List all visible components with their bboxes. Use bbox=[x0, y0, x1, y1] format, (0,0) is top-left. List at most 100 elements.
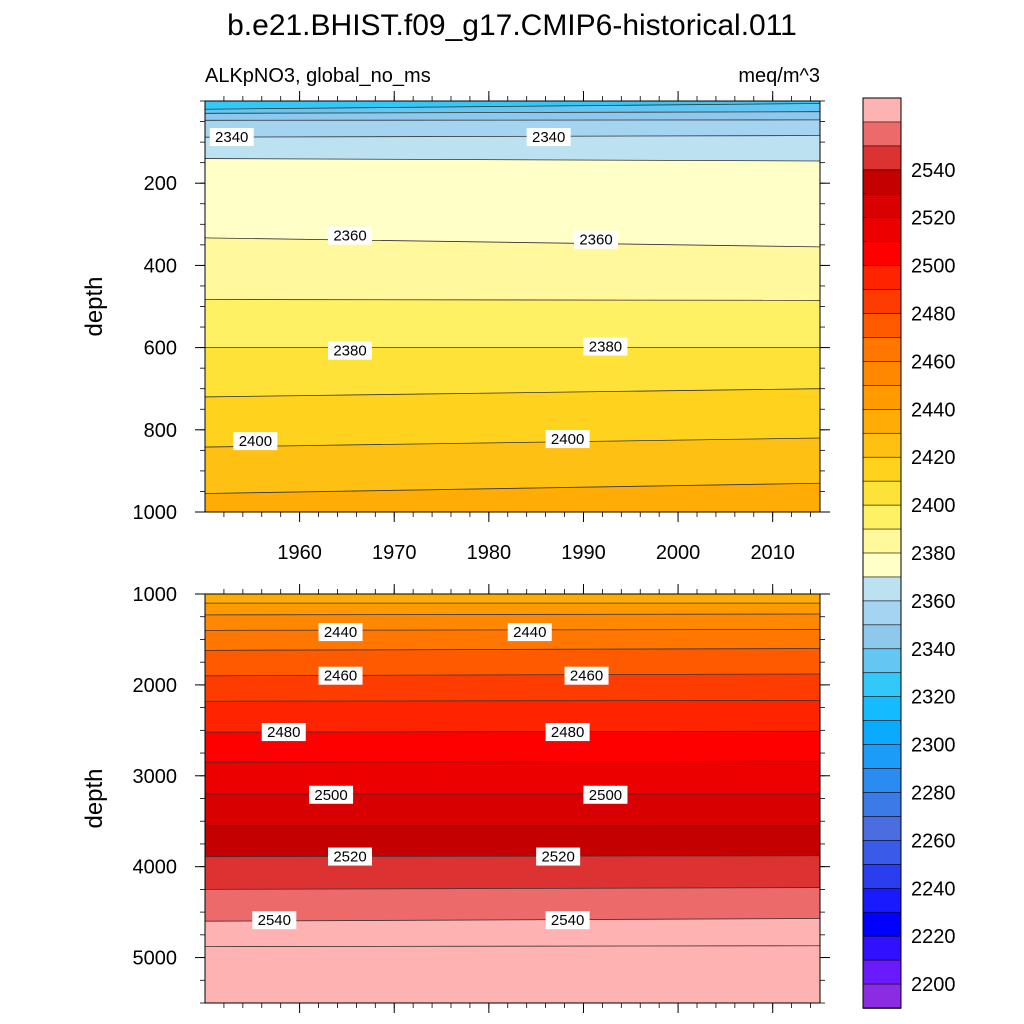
y-tick-label: 600 bbox=[144, 338, 177, 360]
contour-label-box bbox=[233, 432, 278, 451]
y-tick-label: 400 bbox=[144, 255, 177, 277]
colorbar-tick-label: 2260 bbox=[911, 830, 956, 852]
contour-band bbox=[205, 388, 820, 449]
colorbar-swatch bbox=[862, 816, 902, 842]
x-tick-label: 1970 bbox=[372, 542, 417, 564]
contour-band bbox=[205, 347, 820, 398]
contour-label: 2360 bbox=[579, 232, 612, 249]
contour-label: 2380 bbox=[589, 339, 622, 356]
colorbar-swatch bbox=[862, 576, 902, 602]
colorbar-swatch bbox=[862, 504, 902, 530]
contour-line bbox=[205, 482, 820, 494]
contour-label-box bbox=[328, 341, 372, 360]
contour-label: 2340 bbox=[532, 129, 565, 146]
contour-label-box bbox=[318, 623, 363, 642]
contour-band bbox=[205, 158, 820, 248]
colorbar-swatch bbox=[862, 744, 902, 770]
contour-label-box bbox=[309, 785, 354, 804]
contour-label: 2460 bbox=[324, 668, 357, 685]
contour-label-box bbox=[583, 337, 628, 356]
contour-line bbox=[205, 887, 820, 890]
contour-band bbox=[205, 887, 820, 923]
colorbar-swatch bbox=[862, 864, 902, 890]
colorbar-swatch bbox=[862, 552, 902, 578]
contour-band bbox=[205, 237, 820, 302]
colorbar-swatch bbox=[862, 983, 902, 1009]
contour-line bbox=[205, 855, 820, 858]
contour-label: 2480 bbox=[267, 724, 300, 741]
contour-band bbox=[205, 135, 820, 162]
y-tick-label: 1000 bbox=[133, 502, 178, 524]
y-tick-label: 5000 bbox=[133, 948, 178, 970]
colorbar-swatch bbox=[862, 456, 902, 482]
colorbar-swatch bbox=[862, 624, 902, 650]
contour-band bbox=[205, 793, 820, 827]
colorbar-swatch bbox=[862, 528, 902, 554]
colorbar-tick-label: 2520 bbox=[911, 208, 956, 230]
y-tick-label: 2000 bbox=[133, 675, 178, 697]
contour-band bbox=[205, 700, 820, 734]
contour-band bbox=[205, 945, 820, 1003]
colorbar-swatch bbox=[862, 409, 902, 435]
colorbar-tick-label: 2340 bbox=[911, 639, 956, 661]
colorbar-tick-label: 2320 bbox=[911, 687, 956, 709]
colorbar-tick-label: 2500 bbox=[911, 256, 956, 278]
contour-label-box bbox=[209, 127, 254, 146]
contour-line bbox=[205, 158, 820, 162]
contour-band bbox=[205, 438, 820, 495]
contour-label-box bbox=[252, 911, 297, 930]
contour-band bbox=[205, 603, 820, 616]
contour-band bbox=[205, 103, 820, 115]
colorbar-swatch bbox=[862, 840, 902, 866]
contour-line bbox=[205, 388, 820, 398]
x-tick-label: 1960 bbox=[277, 542, 322, 564]
colorbar-swatch bbox=[862, 145, 902, 171]
contour-label: 2500 bbox=[589, 787, 622, 804]
colorbar-swatch bbox=[862, 121, 902, 147]
colorbar-swatch bbox=[862, 361, 902, 387]
contour-label: 2340 bbox=[215, 129, 248, 146]
contour-label-box bbox=[318, 666, 363, 685]
contour-line bbox=[205, 613, 820, 616]
contour-label: 2540 bbox=[551, 912, 584, 929]
contour-label: 2460 bbox=[570, 668, 603, 685]
colorbar-swatch bbox=[862, 241, 902, 267]
colorbar-swatch bbox=[862, 432, 902, 459]
colorbar-tick-label: 2200 bbox=[911, 974, 956, 996]
contour-line bbox=[205, 730, 820, 733]
contour-line bbox=[205, 945, 820, 948]
y-tick-label: 200 bbox=[144, 173, 177, 195]
colorbar-swatch bbox=[862, 911, 902, 937]
contour-label: 2440 bbox=[324, 624, 357, 641]
colorbar-swatch bbox=[862, 672, 902, 698]
contour-label-box bbox=[545, 911, 590, 930]
x-tick-label: 1980 bbox=[467, 542, 512, 564]
contour-label: 2400 bbox=[551, 431, 584, 448]
colorbar-swatch bbox=[862, 337, 902, 363]
colorbar-swatch bbox=[862, 696, 902, 722]
contour-label-box bbox=[261, 723, 306, 742]
colorbar-tick-label: 2380 bbox=[911, 543, 956, 565]
colorbar-swatch bbox=[862, 169, 902, 195]
contour-band bbox=[205, 761, 820, 795]
colorbar-swatch bbox=[862, 265, 902, 291]
contour-label-box bbox=[526, 127, 571, 146]
contour-label: 2520 bbox=[541, 849, 574, 866]
contour-label: 2400 bbox=[239, 433, 272, 450]
contour-label: 2440 bbox=[513, 624, 546, 641]
contour-band bbox=[205, 648, 820, 677]
lower-panel: 2440 2440 2460 2460 2480 2480 2500 2500 2520 2520… bbox=[81, 584, 830, 1013]
x-tick-label: 1990 bbox=[561, 542, 606, 564]
contour-label: 2360 bbox=[333, 228, 366, 245]
colorbar-tick-label: 2220 bbox=[911, 926, 956, 948]
contour-line bbox=[205, 918, 820, 922]
colorbar-swatch bbox=[862, 193, 902, 219]
contour-label: 2540 bbox=[258, 912, 291, 929]
contour-label-box bbox=[545, 430, 590, 449]
units-subtitle: meq/m^3 bbox=[738, 65, 820, 87]
colorbar-swatch bbox=[862, 887, 902, 914]
contour-label: 2480 bbox=[551, 724, 584, 741]
colorbar-swatch bbox=[862, 720, 902, 746]
contour-label-box bbox=[328, 226, 372, 245]
contour-line bbox=[205, 760, 820, 763]
